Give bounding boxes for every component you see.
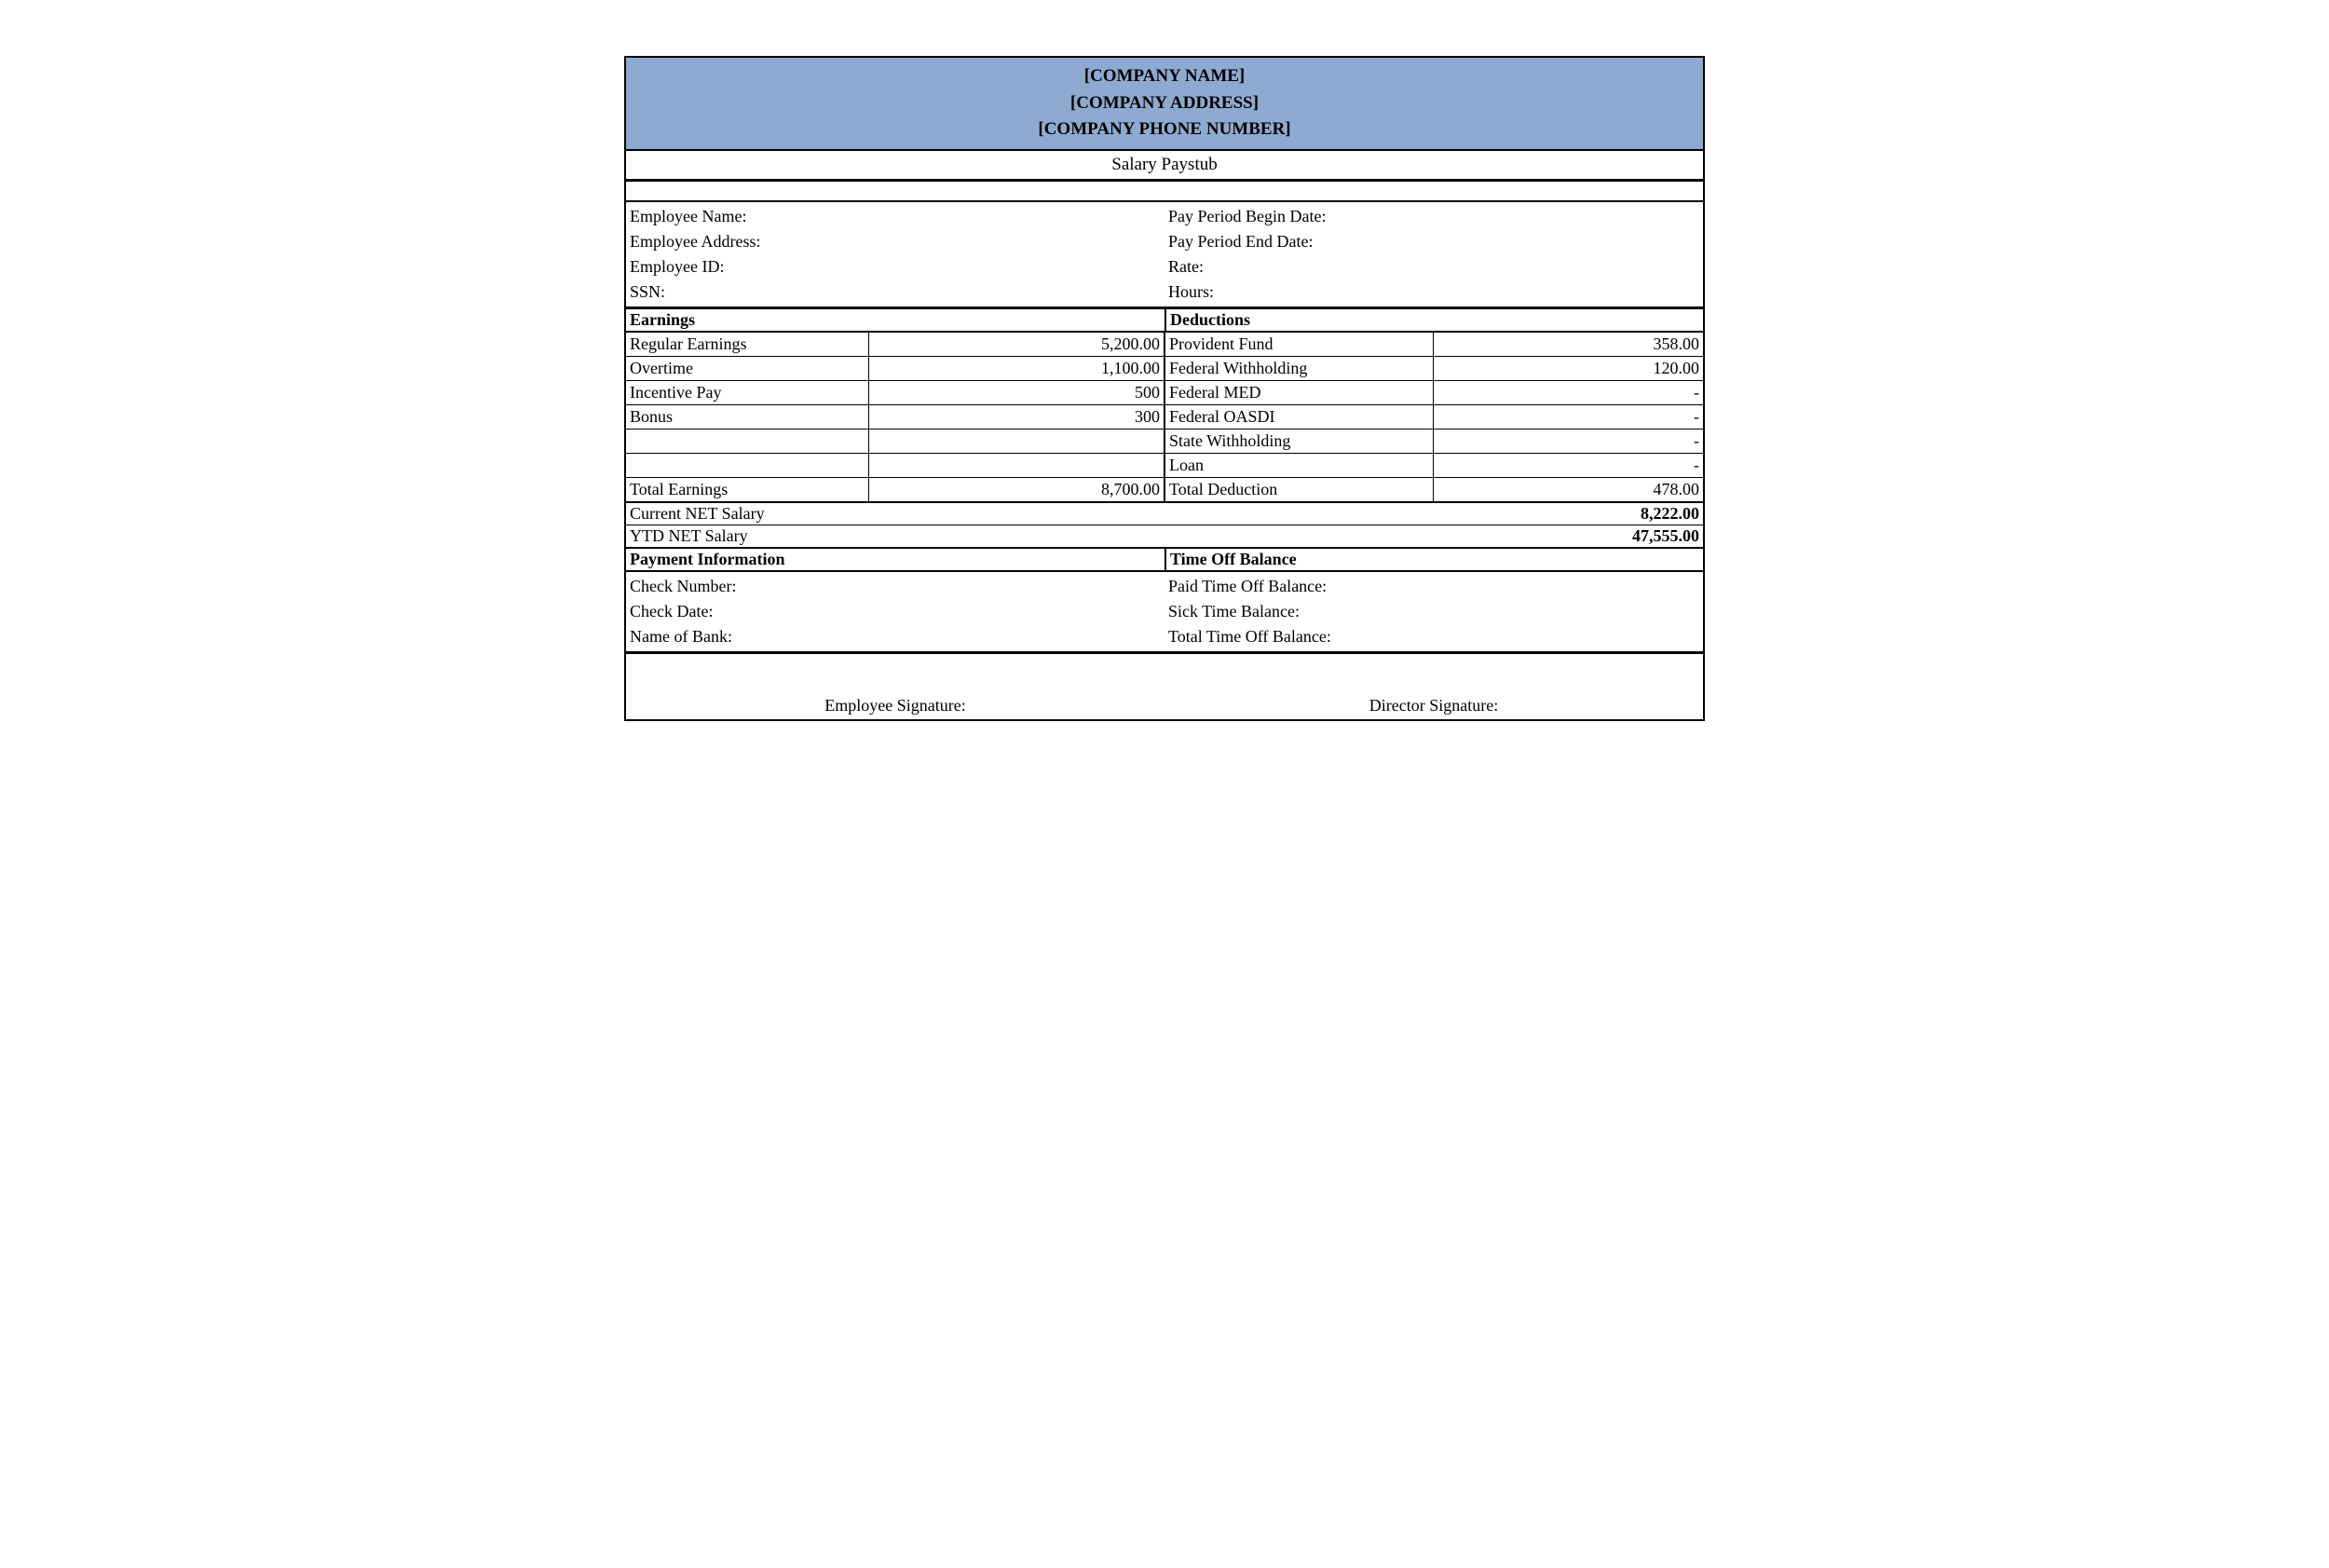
director-signature-label: Director Signature: bbox=[1164, 696, 1703, 716]
earnings-value: 500 bbox=[868, 381, 1164, 405]
table-row: Regular Earnings 5,200.00 Provident Fund… bbox=[626, 333, 1703, 357]
pay-period-end-label: Pay Period End Date: bbox=[1168, 229, 1699, 254]
employee-info-section: Employee Name: Employee Address: Employe… bbox=[626, 202, 1703, 309]
current-net-label: Current NET Salary bbox=[630, 504, 1641, 524]
employee-id-label: Employee ID: bbox=[630, 254, 1161, 280]
total-earnings-label: Total Earnings bbox=[626, 478, 868, 502]
sick-balance-label: Sick Time Balance: bbox=[1168, 599, 1699, 624]
rate-label: Rate: bbox=[1168, 254, 1699, 280]
payment-timeoff-body: Check Number: Check Date: Name of Bank: … bbox=[626, 572, 1703, 654]
deduction-label: State Withholding bbox=[1164, 429, 1434, 454]
ytd-net-label: YTD NET Salary bbox=[630, 526, 1632, 546]
employee-address-label: Employee Address: bbox=[630, 229, 1161, 254]
ssn-label: SSN: bbox=[630, 280, 1161, 305]
deduction-label: Federal MED bbox=[1164, 381, 1434, 405]
employee-signature-label: Employee Signature: bbox=[626, 696, 1164, 716]
earnings-value: 300 bbox=[868, 405, 1164, 429]
earnings-label: Overtime bbox=[626, 357, 868, 381]
timeoff-header: Time Off Balance bbox=[1164, 549, 1703, 570]
check-date-label: Check Date: bbox=[630, 599, 1161, 624]
payment-timeoff-headers: Payment Information Time Off Balance bbox=[626, 549, 1703, 572]
deduction-value: - bbox=[1434, 405, 1703, 429]
pto-balance-label: Paid Time Off Balance: bbox=[1168, 574, 1699, 599]
deduction-label: Provident Fund bbox=[1164, 333, 1434, 357]
earnings-label: Regular Earnings bbox=[626, 333, 868, 357]
company-name: [COMPANY NAME] bbox=[626, 63, 1703, 90]
deductions-header: Deductions bbox=[1164, 309, 1703, 331]
table-row: State Withholding - bbox=[626, 429, 1703, 454]
check-number-label: Check Number: bbox=[630, 574, 1161, 599]
ytd-net-value: 47,555.00 bbox=[1632, 526, 1699, 546]
current-net-value: 8,222.00 bbox=[1641, 504, 1699, 524]
earnings-label: Bonus bbox=[626, 405, 868, 429]
table-row-totals: Total Earnings 8,700.00 Total Deduction … bbox=[626, 478, 1703, 502]
paystub-document: [COMPANY NAME] [COMPANY ADDRESS] [COMPAN… bbox=[624, 56, 1705, 721]
deduction-label: Federal Withholding bbox=[1164, 357, 1434, 381]
ytd-net-row: YTD NET Salary 47,555.00 bbox=[626, 525, 1703, 549]
total-earnings-value: 8,700.00 bbox=[868, 478, 1164, 502]
table-row: Loan - bbox=[626, 454, 1703, 478]
earnings-label bbox=[626, 454, 868, 478]
deduction-label: Federal OASDI bbox=[1164, 405, 1434, 429]
spacer bbox=[626, 182, 1703, 202]
earnings-value bbox=[868, 454, 1164, 478]
earnings-header: Earnings bbox=[626, 309, 1164, 331]
document-title: Salary Paystub bbox=[626, 151, 1703, 182]
bank-label: Name of Bank: bbox=[630, 624, 1161, 649]
company-phone: [COMPANY PHONE NUMBER] bbox=[626, 116, 1703, 143]
total-deduction-label: Total Deduction bbox=[1164, 478, 1434, 502]
current-net-row: Current NET Salary 8,222.00 bbox=[626, 503, 1703, 525]
earnings-label: Incentive Pay bbox=[626, 381, 868, 405]
hours-label: Hours: bbox=[1168, 280, 1699, 305]
earnings-value: 5,200.00 bbox=[868, 333, 1164, 357]
earnings-deductions-table: Regular Earnings 5,200.00 Provident Fund… bbox=[626, 333, 1703, 503]
earnings-value: 1,100.00 bbox=[868, 357, 1164, 381]
earnings-deductions-headers: Earnings Deductions bbox=[626, 309, 1703, 333]
deduction-value: 358.00 bbox=[1434, 333, 1703, 357]
total-timeoff-label: Total Time Off Balance: bbox=[1168, 624, 1699, 649]
payment-info-header: Payment Information bbox=[626, 549, 1164, 570]
deduction-value: 120.00 bbox=[1434, 357, 1703, 381]
table-row: Overtime 1,100.00 Federal Withholding 12… bbox=[626, 357, 1703, 381]
earnings-label bbox=[626, 429, 868, 454]
earnings-value bbox=[868, 429, 1164, 454]
signature-section: Employee Signature: Director Signature: bbox=[626, 654, 1703, 719]
deduction-value: - bbox=[1434, 454, 1703, 478]
deduction-label: Loan bbox=[1164, 454, 1434, 478]
table-row: Incentive Pay 500 Federal MED - bbox=[626, 381, 1703, 405]
company-address: [COMPANY ADDRESS] bbox=[626, 90, 1703, 117]
total-deduction-value: 478.00 bbox=[1434, 478, 1703, 502]
table-row: Bonus 300 Federal OASDI - bbox=[626, 405, 1703, 429]
deduction-value: - bbox=[1434, 429, 1703, 454]
deduction-value: - bbox=[1434, 381, 1703, 405]
employee-name-label: Employee Name: bbox=[630, 204, 1161, 229]
company-header: [COMPANY NAME] [COMPANY ADDRESS] [COMPAN… bbox=[626, 58, 1703, 151]
pay-period-begin-label: Pay Period Begin Date: bbox=[1168, 204, 1699, 229]
